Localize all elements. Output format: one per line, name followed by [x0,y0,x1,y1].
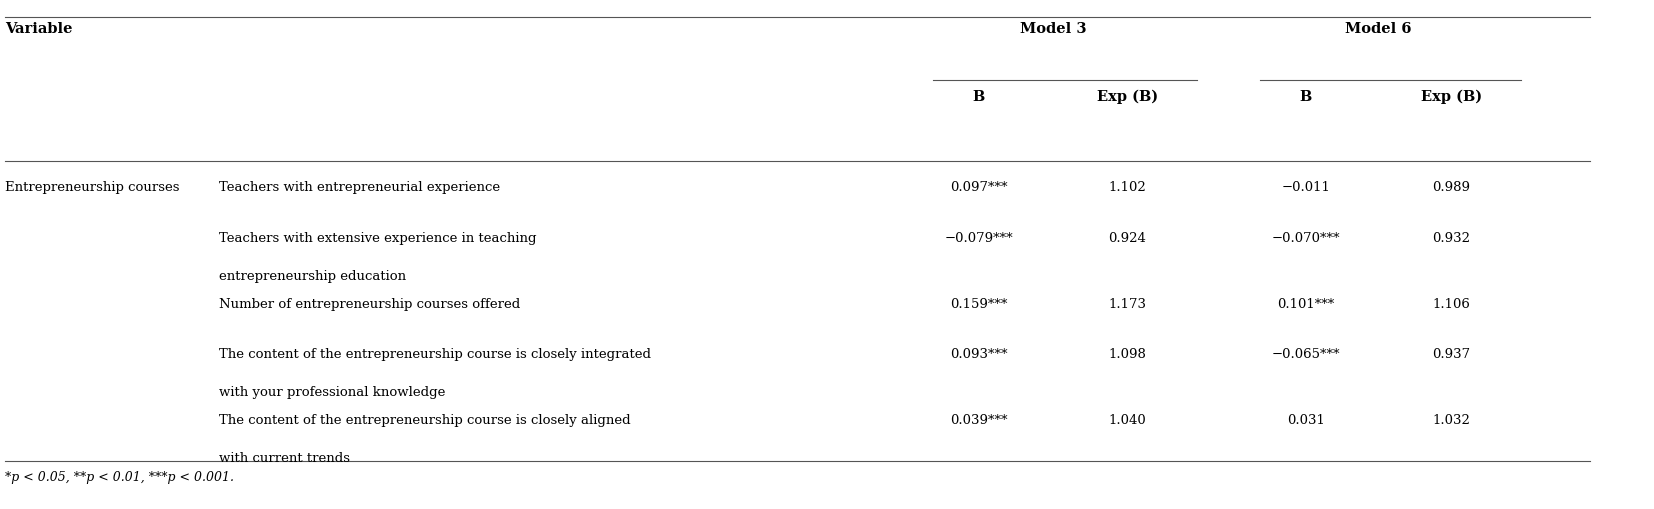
Text: Teachers with extensive experience in teaching: Teachers with extensive experience in te… [220,232,538,245]
Text: 1.098: 1.098 [1108,348,1146,361]
Text: Exp (B): Exp (B) [1421,90,1482,104]
Text: with your professional knowledge: with your professional knowledge [220,386,445,399]
Text: 0.097***: 0.097*** [949,181,1007,194]
Text: 1.032: 1.032 [1432,414,1470,427]
Text: 0.093***: 0.093*** [949,348,1007,361]
Text: 0.031: 0.031 [1287,414,1325,427]
Text: Entrepreneurship courses: Entrepreneurship courses [5,181,179,194]
Text: *p < 0.05, **p < 0.01, ***p < 0.001.: *p < 0.05, **p < 0.01, ***p < 0.001. [5,471,233,484]
Text: −0.065***: −0.065*** [1272,348,1340,361]
Text: 0.937: 0.937 [1432,348,1470,361]
Text: 0.039***: 0.039*** [949,414,1007,427]
Text: B: B [973,90,986,104]
Text: Model 6: Model 6 [1345,22,1413,36]
Text: entrepreneurship education: entrepreneurship education [220,270,407,282]
Text: 1.102: 1.102 [1108,181,1146,194]
Text: Number of entrepreneurship courses offered: Number of entrepreneurship courses offer… [220,298,521,310]
Text: 0.101***: 0.101*** [1277,298,1335,310]
Text: Model 3: Model 3 [1021,22,1087,36]
Text: 0.924: 0.924 [1108,232,1146,245]
Text: Variable: Variable [5,22,73,36]
Text: with current trends: with current trends [220,452,351,465]
Text: The content of the entrepreneurship course is closely integrated: The content of the entrepreneurship cour… [220,348,652,361]
Text: The content of the entrepreneurship course is closely aligned: The content of the entrepreneurship cour… [220,414,630,427]
Text: −0.011: −0.011 [1282,181,1330,194]
Text: 1.173: 1.173 [1108,298,1146,310]
Text: Teachers with entrepreneurial experience: Teachers with entrepreneurial experience [220,181,501,194]
Text: 1.106: 1.106 [1432,298,1470,310]
Text: −0.079***: −0.079*** [944,232,1014,245]
Text: Exp (B): Exp (B) [1097,90,1158,104]
Text: 0.989: 0.989 [1432,181,1470,194]
Text: 0.159***: 0.159*** [951,298,1007,310]
Text: 0.932: 0.932 [1432,232,1470,245]
Text: 1.040: 1.040 [1108,414,1146,427]
Text: B: B [1300,90,1312,104]
Text: −0.070***: −0.070*** [1272,232,1340,245]
